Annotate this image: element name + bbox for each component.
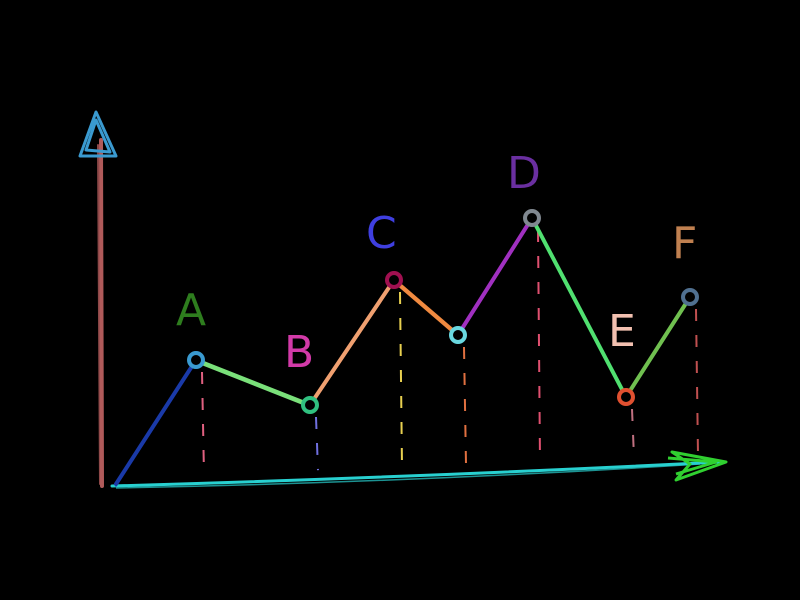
point-marker [301,396,319,414]
line-segment [392,278,460,337]
line-segment [114,358,198,486]
label-b: B [284,327,314,378]
point-markers [187,209,699,414]
drop-lines [201,229,699,475]
point-marker [617,388,635,406]
line-segment [456,216,534,337]
point-labels: A B C D E F [176,148,697,378]
line-segments [114,216,692,487]
y-axis-line-sketch [97,144,101,485]
line-segment [457,219,533,338]
drop-line [399,291,403,467]
label-a: A [176,285,206,336]
x-axis-line [110,460,722,488]
drop-line [631,408,635,458]
line-segment [393,281,459,338]
point-marker [681,288,699,306]
line-segment [625,298,691,400]
y-axis [78,110,118,488]
y-axis-line [99,138,104,488]
line-segment [530,216,628,399]
x-axis-arrow-icon [667,450,728,482]
y-axis-arrow-icon [78,110,118,158]
label-c: C [366,208,397,259]
point-marker [449,326,467,344]
label-f: F [672,218,697,269]
line-segment [195,361,311,408]
point-marker [187,351,205,369]
drop-line [201,371,205,475]
point-marker [385,271,403,289]
line-segment [624,295,692,399]
x-axis [110,450,728,489]
point-marker [523,209,541,227]
label-d: D [507,148,541,199]
drop-line [537,229,541,462]
line-segment [309,281,395,408]
line-segment [308,278,396,407]
x-axis-line-sketch [115,463,701,489]
line-segment [115,361,197,487]
line-segment [194,358,312,407]
drop-line [315,416,319,471]
drop-line [463,346,467,465]
line-segment [531,219,627,400]
label-e: E [608,306,636,357]
